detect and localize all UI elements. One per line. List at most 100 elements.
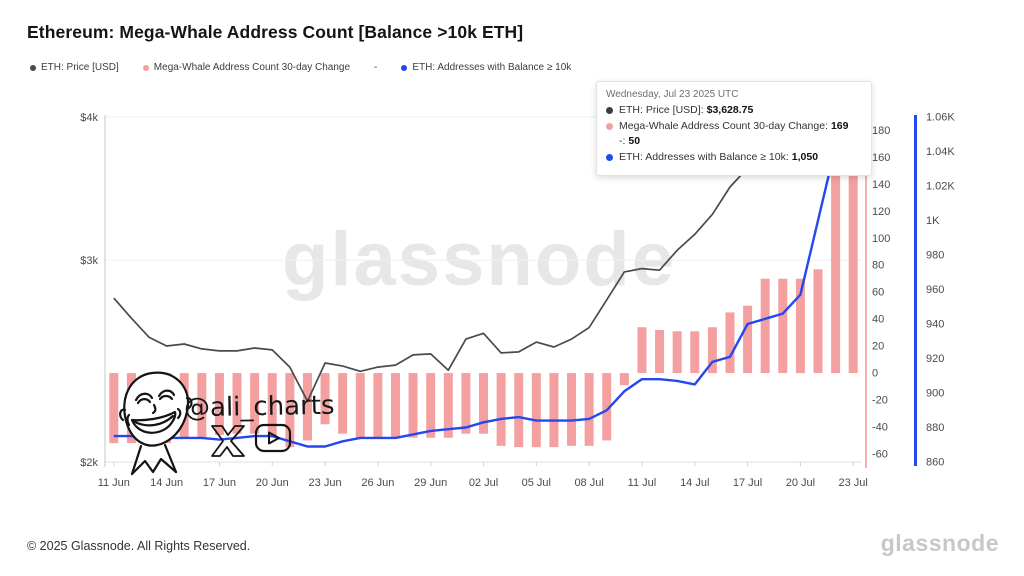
- change-bar: [479, 373, 488, 434]
- change-bar: [549, 373, 559, 448]
- x-axis-label: 14 Jul: [680, 477, 709, 489]
- addresses-line: [113, 133, 854, 448]
- change-axis-label: -40: [872, 421, 888, 433]
- copyright-text: © 2025 Glassnode. All Rights Reserved.: [27, 539, 251, 553]
- change-bar: [373, 373, 383, 438]
- tooltip-text: -: 50: [619, 135, 641, 148]
- count-axis-label: 1.06K: [926, 112, 955, 124]
- count-axis-label: 860: [926, 457, 944, 469]
- tooltip-dot: [606, 153, 613, 161]
- x-axis-label: 11 Jun: [98, 477, 130, 489]
- change-bar: [443, 373, 453, 438]
- tooltip-dot: [606, 122, 613, 130]
- change-axis-label: 100: [872, 233, 890, 245]
- count-axis-label: 900: [926, 388, 944, 400]
- change-axis-label: -60: [872, 448, 888, 460]
- x-axis-label: 23 Jul: [839, 477, 868, 489]
- face-doodle-icon: [119, 371, 193, 476]
- count-axis-label: 1K: [926, 215, 940, 227]
- legend-dot: [30, 64, 36, 71]
- change-bar: [302, 373, 312, 441]
- legend-item-1[interactable]: Mega-Whale Address Count 30-day Change: [142, 62, 350, 73]
- tooltip-rows: ETH: Price [USD]: $3,628.75 Mega-Whale Add…: [606, 104, 862, 165]
- legend-label: ETH: Addresses with Balance ≥ 10k: [412, 62, 572, 73]
- change-bar: [672, 331, 682, 374]
- legend-label: -: [374, 62, 378, 73]
- change-bar: [496, 373, 506, 446]
- x-axis-label: 26 Jun: [361, 477, 394, 489]
- change-bar: [267, 373, 277, 438]
- change-axis-label: 80: [872, 260, 884, 272]
- x-axis-label: 20 Jun: [256, 477, 289, 489]
- change-bar: [426, 373, 436, 438]
- change-bar: [514, 373, 524, 448]
- change-axis-label: 60: [872, 287, 884, 299]
- ali-charts-handle: @ali_charts: [183, 390, 335, 424]
- tooltip-date: Wednesday, Jul 23 2025 UTC: [606, 89, 739, 100]
- legend-item-2[interactable]: -: [374, 62, 377, 73]
- change-bar: [531, 373, 541, 448]
- change-bar: [197, 373, 207, 438]
- legend-label: ETH: Price [USD]: [41, 62, 119, 73]
- x-axis-label: 02 Jul: [469, 477, 498, 489]
- glassnode-logo: glassnode: [880, 530, 999, 556]
- change-bar: [232, 373, 242, 434]
- change-bar: [390, 373, 400, 438]
- price-axis-label: $2k: [80, 457, 98, 469]
- x-twitter-icon: [211, 425, 245, 457]
- price-axis-label: $3k: [80, 255, 98, 267]
- change-bar: [831, 150, 841, 374]
- change-bar: [461, 373, 471, 434]
- glassnode-watermark: glassnode: [282, 217, 676, 302]
- x-axis-label: 17 Jun: [203, 477, 236, 489]
- x-axis-label: 17 Jul: [733, 477, 762, 489]
- chart-tooltip: Wednesday, Jul 23 2025 UTC ETH: Price [U…: [596, 81, 872, 176]
- x-axis-label: 20 Jul: [786, 477, 815, 489]
- tooltip-text: Mega-Whale Address Count 30-day Change: 1…: [619, 119, 849, 132]
- tooltip-row-0: ETH: Price [USD]: $3,628.75: [606, 104, 862, 118]
- change-bar: [707, 327, 717, 374]
- change-bar: [602, 373, 612, 441]
- tooltip-text: ETH: Price [USD]: $3,628.75: [619, 104, 754, 116]
- legend-item-0[interactable]: ETH: Price [USD]: [30, 62, 119, 73]
- change-axis-label: 180: [872, 125, 890, 137]
- legend-dot: [401, 64, 408, 71]
- change-axis-label: 20: [872, 341, 884, 353]
- x-axis-label: 08 Jul: [574, 477, 603, 489]
- x-axis-label: 23 Jun: [309, 477, 342, 489]
- legend-item-3[interactable]: ETH: Addresses with Balance ≥ 10k: [401, 62, 571, 73]
- change-bar: [655, 329, 665, 374]
- change-bar: [214, 373, 224, 436]
- change-bar: [813, 269, 823, 374]
- count-axis-label: 960: [926, 284, 944, 296]
- change-bar: [795, 278, 805, 374]
- count-axis-label: 880: [926, 422, 944, 434]
- x-axis-label: 14 Jun: [150, 477, 183, 489]
- change-bar: [778, 278, 788, 374]
- change-bar: [408, 373, 418, 438]
- change-bar: [320, 373, 330, 425]
- tooltip-text: ETH: Addresses with Balance ≥ 10k: 1,050: [619, 150, 819, 163]
- price-axis-label: $4k: [80, 112, 98, 124]
- tooltip-row-2: -: 50: [606, 135, 862, 149]
- change-bar: [743, 305, 753, 374]
- x-axis-label: 11 Jul: [628, 477, 657, 489]
- change-axis-label: 160: [872, 152, 890, 164]
- count-axis-label: 940: [926, 319, 944, 331]
- change-bar: [109, 373, 119, 444]
- count-axis-label: 1.04K: [926, 146, 955, 158]
- change-bar: [567, 373, 577, 446]
- change-bar: [338, 373, 348, 434]
- chart-legend: ETH: Price [USD] Mega-Whale Address Count…: [30, 62, 571, 73]
- tooltip-dot: [606, 107, 613, 114]
- change-bar: [637, 327, 647, 374]
- page-title: Ethereum: Mega-Whale Address Count [Bala…: [27, 22, 524, 42]
- legend-dot: [142, 64, 149, 71]
- count-axis-label: 920: [926, 353, 944, 365]
- change-bar: [725, 312, 735, 374]
- change-axis-label: -20: [872, 395, 888, 407]
- change-bar: [250, 373, 260, 434]
- change-bar: [690, 331, 700, 374]
